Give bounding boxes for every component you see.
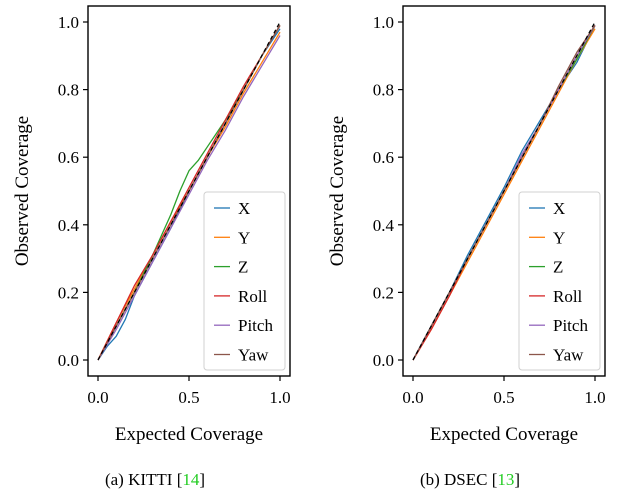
reference-diagonal	[412, 21, 596, 361]
legend-label-z: Z	[553, 258, 563, 277]
panel-caption: (a) KITTI [14]	[105, 470, 205, 489]
chart-panel-1: 0.0 0.5 1.0 0.0 0.2 0.4 0.6 0.8 1.0 Expected Cove…	[12, 5, 291, 489]
x-axis-label: Expected Coverage	[115, 424, 263, 445]
legend-label-yaw: Yaw	[238, 346, 269, 365]
y-tick-label: 0.6	[373, 148, 394, 167]
legend-label-yaw: Yaw	[553, 346, 584, 365]
y-tick-label: 0.0	[58, 351, 79, 370]
legend-box	[518, 191, 601, 371]
y-tick-label: 0.8	[58, 81, 79, 100]
series-line-pitch	[97, 35, 281, 361]
reference-diagonal	[97, 21, 281, 361]
x-tick-label: 1.0	[584, 388, 605, 407]
y-tick-label: 1.0	[373, 13, 394, 32]
x-axis-label: Expected Coverage	[430, 424, 578, 445]
legend-label-roll: Roll	[238, 287, 268, 306]
series-line-roll	[97, 25, 281, 361]
legend-label-y: Y	[238, 228, 250, 247]
caption-reference: 14	[182, 470, 200, 489]
legend-box	[203, 191, 286, 371]
panel-caption: (b) DSEC [13]	[420, 470, 520, 489]
legend-label-z: Z	[238, 258, 248, 277]
legend: XYZ Roll Pitch Yaw	[203, 191, 286, 371]
caption-prefix: (b) DSEC [	[420, 470, 498, 489]
legend-label-pitch: Pitch	[238, 316, 273, 335]
chart-panel-2: 0.0 0.5 1.0 0.0 0.2 0.4 0.6 0.8 1.0 Expected Cove…	[327, 5, 606, 489]
y-axis-label: Observed Coverage	[327, 116, 348, 266]
series-group	[412, 21, 596, 361]
y-tick-label: 0.2	[373, 283, 394, 302]
y-tick-label: 0.6	[58, 148, 79, 167]
legend-label-x: X	[553, 199, 565, 218]
y-tick-label: 0.4	[373, 216, 395, 235]
legend: XYZ Roll Pitch Yaw	[518, 191, 601, 371]
x-tick-label: 0.5	[493, 388, 514, 407]
caption-suffix: ]	[514, 470, 520, 489]
caption-prefix: (a) KITTI [	[105, 470, 183, 489]
y-tick-label: 0.0	[373, 351, 394, 370]
y-tick-label: 0.8	[373, 81, 394, 100]
caption-reference: 13	[497, 470, 514, 489]
y-tick-label: 0.2	[58, 283, 79, 302]
caption-suffix: ]	[199, 470, 205, 489]
legend-label-x: X	[238, 199, 250, 218]
y-tick-label: 1.0	[58, 13, 79, 32]
x-tick-label: 1.0	[269, 388, 290, 407]
x-tick-label: 0.5	[178, 388, 199, 407]
x-tick-label: 0.0	[402, 388, 423, 407]
legend-label-roll: Roll	[553, 287, 583, 306]
x-tick-label: 0.0	[87, 388, 108, 407]
y-tick-label: 0.4	[58, 216, 80, 235]
legend-label-pitch: Pitch	[553, 316, 588, 335]
legend-label-y: Y	[553, 228, 565, 247]
series-group	[97, 21, 281, 361]
y-axis-label: Observed Coverage	[12, 116, 33, 266]
